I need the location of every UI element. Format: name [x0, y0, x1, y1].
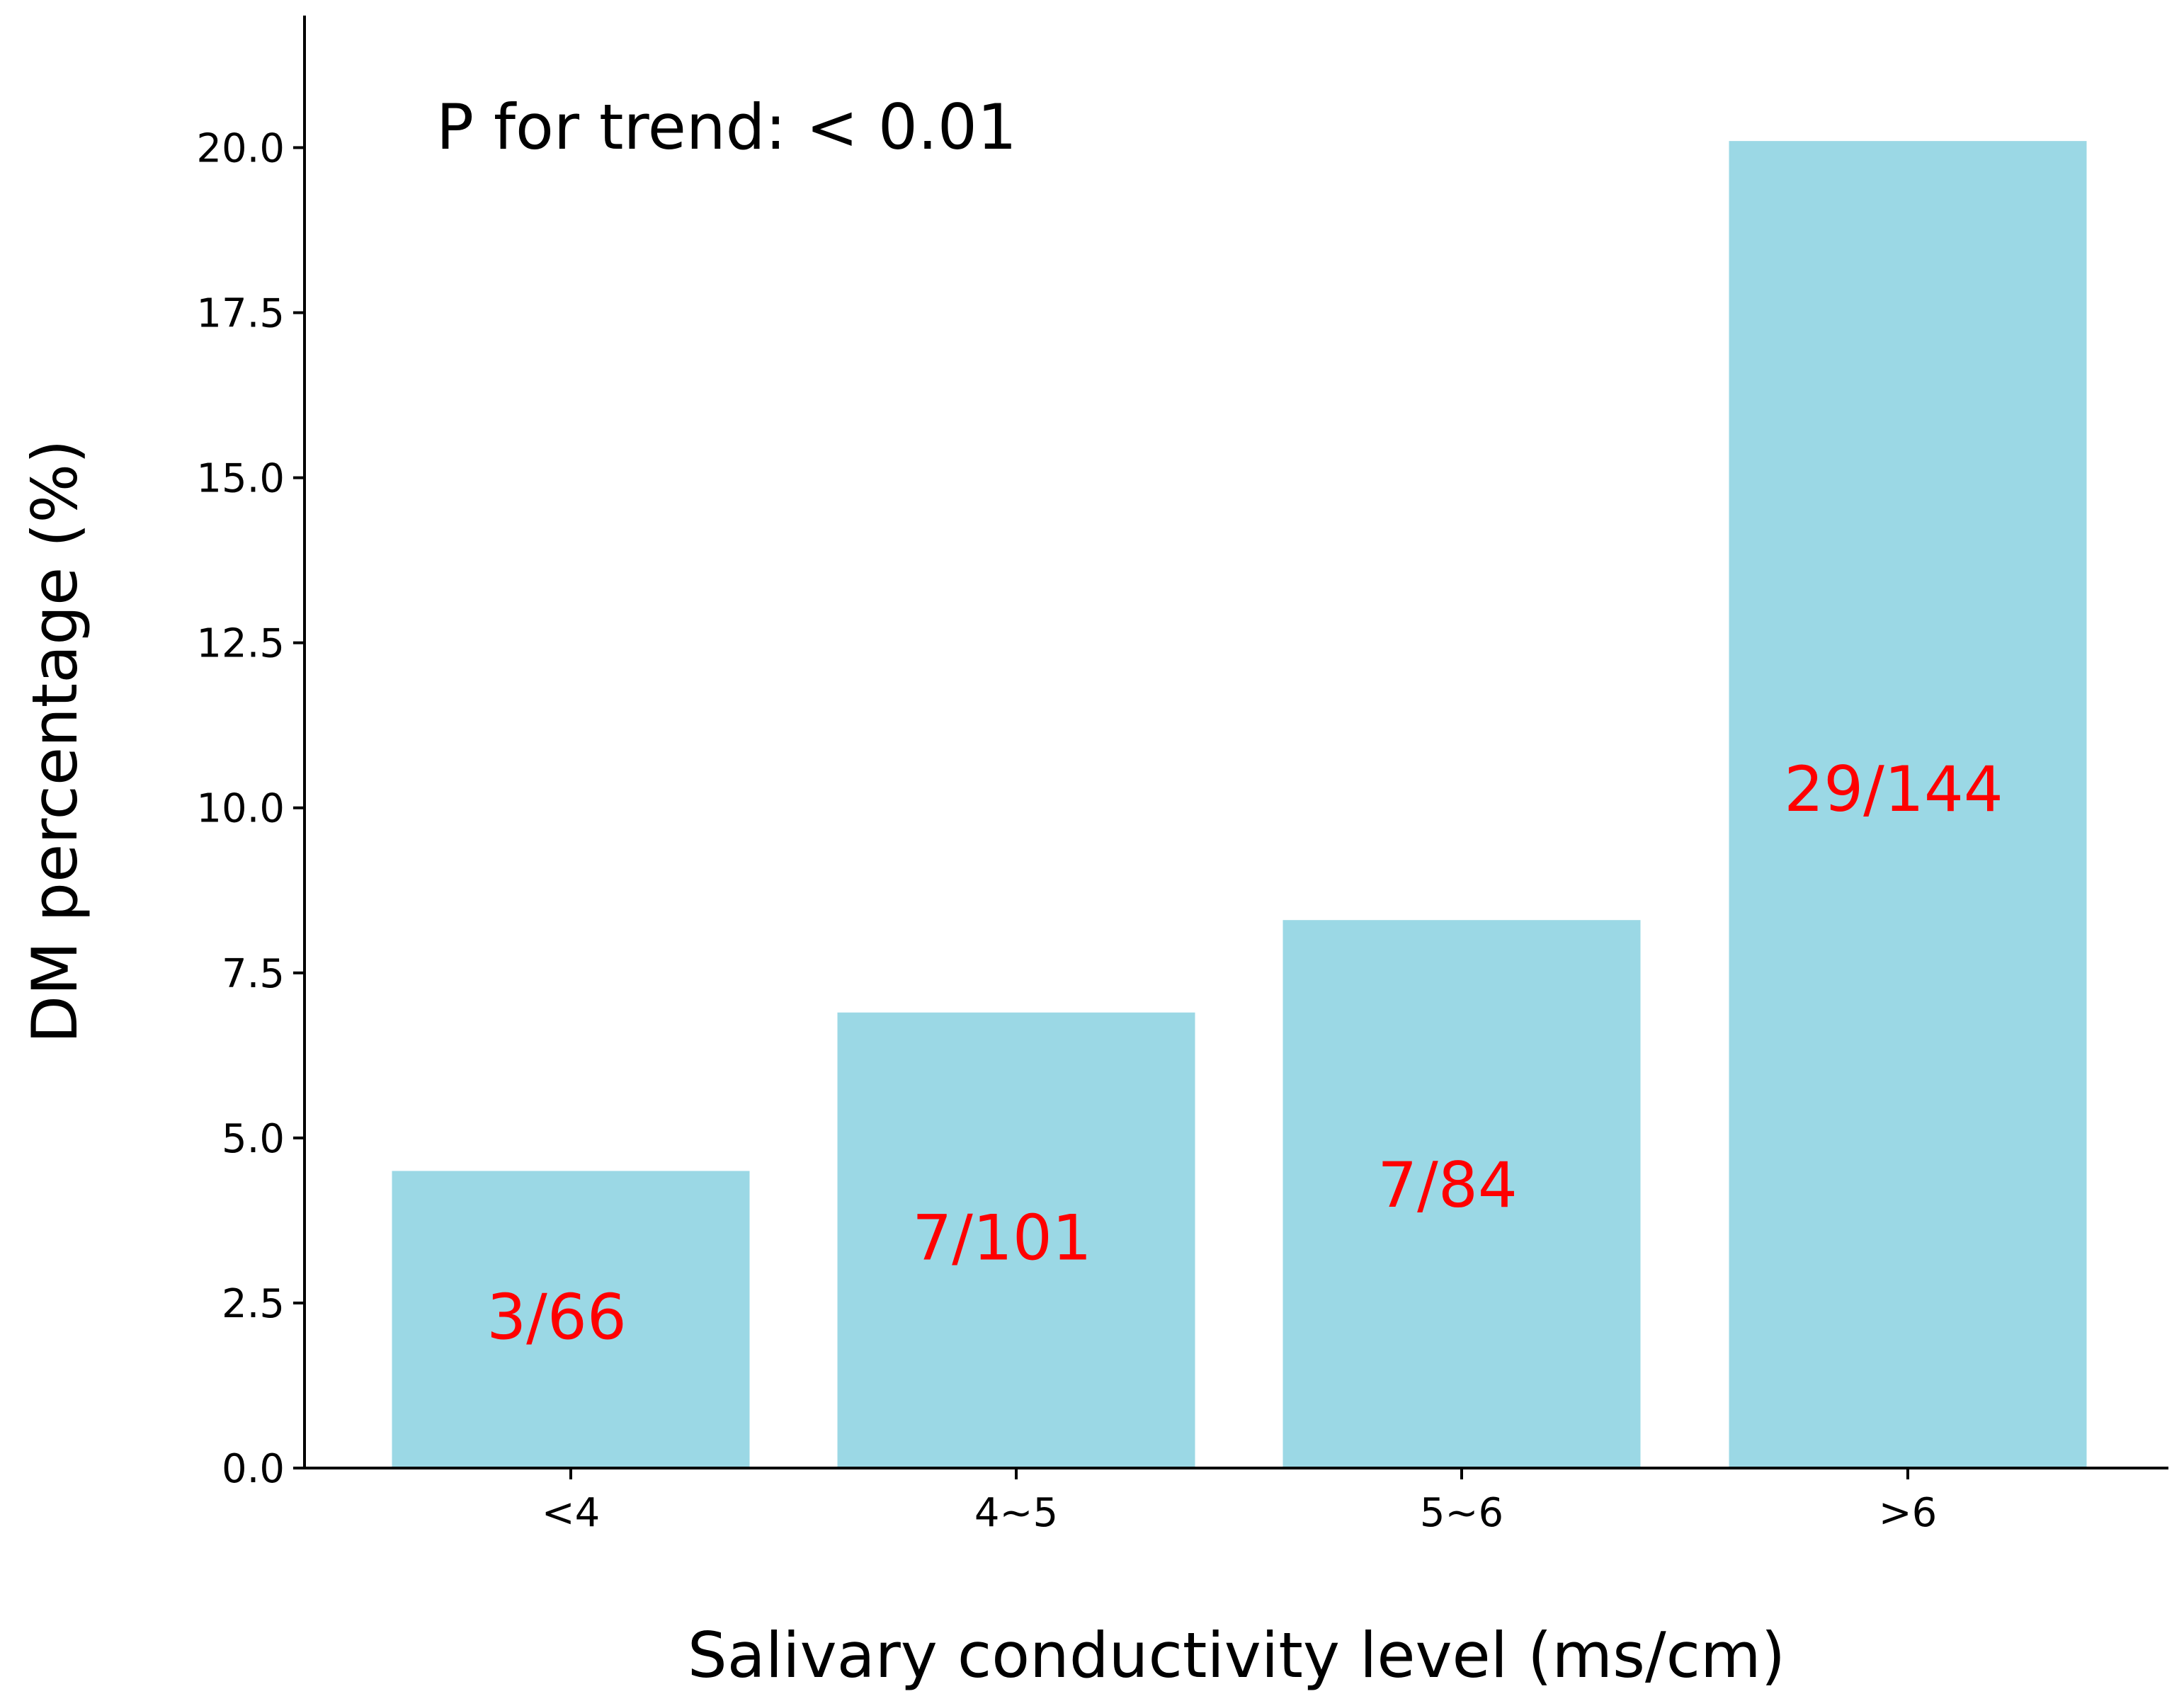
bar-2	[837, 1012, 1195, 1468]
y-tick-label: 7.5	[222, 951, 285, 997]
y-tick-label: 2.5	[222, 1281, 285, 1327]
bar-3	[1282, 920, 1641, 1468]
y-ticks-group: 0.0 2.5 5.0 7.5 10.0 12.5 15.0 17.5 20.0	[196, 125, 305, 1492]
bar-label-2: 7/101	[912, 1202, 1092, 1275]
bar-1	[392, 1171, 750, 1468]
bar-label-4: 29/144	[1784, 753, 2003, 826]
y-tick-label: 17.5	[196, 291, 285, 337]
bar-label-1: 3/66	[487, 1281, 627, 1354]
y-axis-label: DM percentage (%)	[18, 440, 91, 1044]
x-axis-label: Salivary conductivity level (ms/cm)	[688, 1619, 1785, 1692]
x-tick-label: <4	[542, 1490, 601, 1536]
y-tick-label: 10.0	[196, 786, 285, 832]
bars-group	[392, 141, 2087, 1468]
y-tick-label: 12.5	[196, 621, 285, 667]
bar-label-3: 7/84	[1377, 1149, 1518, 1222]
axes-group	[303, 16, 2168, 1469]
trend-annotation: P for trend: < 0.01	[436, 91, 1017, 164]
y-tick-label: 20.0	[196, 125, 285, 171]
y-tick-label: 0.0	[222, 1446, 285, 1492]
bar-4	[1729, 141, 2087, 1468]
y-tick-label: 15.0	[196, 456, 285, 502]
x-ticks-group: <4 4~5 5~6 >6	[542, 1468, 1938, 1536]
x-tick-label: 4~5	[974, 1490, 1058, 1536]
bar-labels-group: 3/66 7/101 7/84 29/144	[487, 753, 2003, 1354]
x-tick-label: 5~6	[1420, 1490, 1503, 1536]
y-tick-label: 5.0	[222, 1116, 285, 1162]
x-tick-label: >6	[1879, 1490, 1938, 1536]
